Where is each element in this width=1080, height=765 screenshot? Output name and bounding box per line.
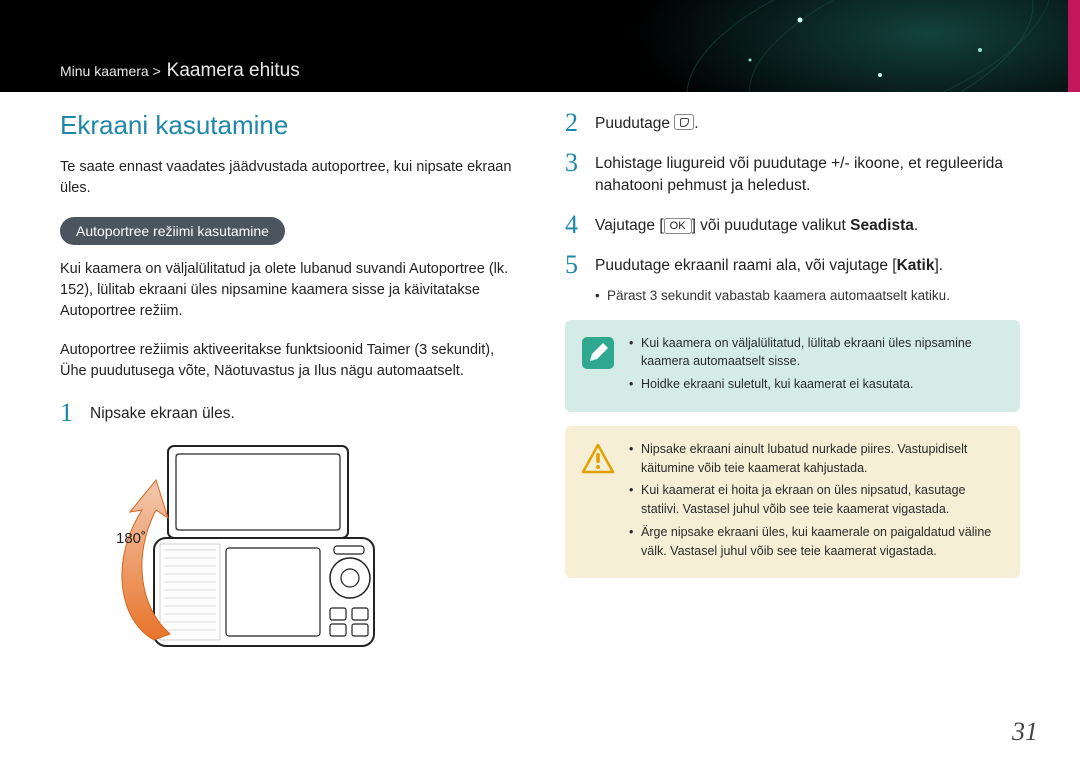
step-1: 1 Nipsake ekraan üles.	[60, 400, 515, 426]
step-5-sub: Pärast 3 sekundit vabastab kaamera autom…	[595, 286, 1020, 306]
note-list: Kui kaamera on väljalülitatud, lülitab e…	[629, 334, 1004, 398]
camera-illustration	[90, 440, 390, 670]
warning-item: Kui kaamerat ei hoita ja ekraan on üles …	[629, 481, 1004, 519]
step-number-2: 2	[565, 110, 585, 136]
subsection-pill: Autoportree režiimi kasutamine	[60, 217, 285, 245]
note-callout: Kui kaamera on väljalülitatud, lülitab e…	[565, 320, 1020, 412]
paragraph-2: Autoportree režiimis aktiveeritakse funk…	[60, 340, 515, 382]
step-number-1: 1	[60, 400, 80, 426]
camera-figure: 180˚	[90, 440, 390, 670]
step-number-5: 5	[565, 252, 585, 278]
warning-triangle-icon	[581, 442, 615, 476]
paragraph-1: Kui kaamera on väljalülitatud ja olete l…	[60, 259, 515, 322]
pink-edge-accent	[1068, 0, 1080, 92]
page-content: Ekraani kasutamine Te saate ennast vaada…	[60, 110, 1020, 735]
step-number-3: 3	[565, 150, 585, 176]
breadcrumb-title: Kaamera ehitus	[167, 60, 300, 81]
header-band: Minu kaamera > Kaamera ehitus	[0, 0, 1080, 92]
left-column: Ekraani kasutamine Te saate ennast vaada…	[60, 110, 515, 735]
step-2: 2 Puudutage .	[565, 110, 1020, 136]
warning-callout: Nipsake ekraani ainult lubatud nurkade p…	[565, 426, 1020, 579]
page-number: 31	[1012, 717, 1038, 747]
right-column: 2 Puudutage . 3 Lohistage liugureid või …	[565, 110, 1020, 735]
step-number-4: 4	[565, 212, 585, 238]
step-3: 3 Lohistage liugureid või puudutage +/- …	[565, 150, 1020, 198]
breadcrumb: Minu kaamera > Kaamera ehitus	[60, 60, 300, 82]
section-title: Ekraani kasutamine	[60, 110, 515, 141]
step-1-text: Nipsake ekraan üles.	[90, 400, 515, 425]
step-5: 5 Puudutage ekraanil raami ala, või vaju…	[565, 252, 1020, 278]
selfie-mode-icon	[674, 114, 694, 130]
note-item: Hoidke ekraani suletult, kui kaamerat ei…	[629, 375, 1004, 394]
step-4-text: Vajutage [OK] või puudutage valikut Sead…	[595, 212, 1020, 237]
breadcrumb-prefix: Minu kaamera >	[60, 63, 161, 79]
warning-list: Nipsake ekraani ainult lubatud nurkade p…	[629, 440, 1004, 565]
header-decoration	[580, 0, 1080, 92]
ok-key-icon: OK	[664, 218, 692, 234]
note-pen-icon	[581, 336, 615, 370]
step-4: 4 Vajutage [OK] või puudutage valikut Se…	[565, 212, 1020, 238]
warning-item: Ärge nipsake ekraani üles, kui kaamerale…	[629, 523, 1004, 561]
step-3-text: Lohistage liugureid või puudutage +/- ik…	[595, 150, 1020, 198]
intro-text: Te saate ennast vaadates jäädvustada aut…	[60, 157, 515, 199]
step-5-text: Puudutage ekraanil raami ala, või vajuta…	[595, 252, 1020, 277]
warning-item: Nipsake ekraani ainult lubatud nurkade p…	[629, 440, 1004, 478]
step-2-text: Puudutage .	[595, 110, 1020, 135]
angle-label: 180˚	[116, 530, 146, 547]
note-item: Kui kaamera on väljalülitatud, lülitab e…	[629, 334, 1004, 372]
